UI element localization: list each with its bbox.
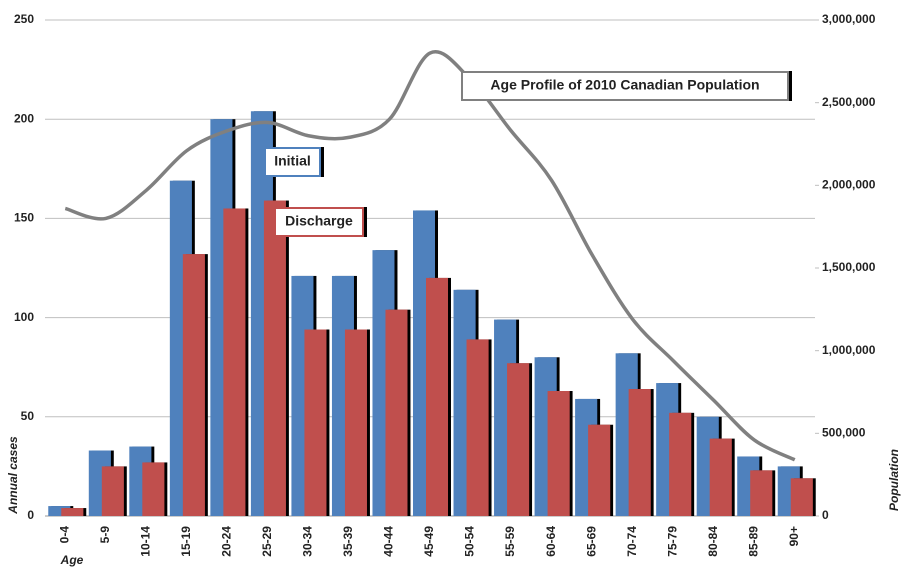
- x-tick-label: 5-9: [98, 526, 112, 544]
- legend-box: [264, 147, 321, 177]
- y-tick-label: 150: [14, 211, 34, 225]
- x-tick-label: 10-14: [138, 526, 152, 557]
- bar: [750, 470, 773, 516]
- population-line: [64, 50, 796, 462]
- y2-tick-label: 3,000,000: [822, 12, 876, 26]
- bar: [628, 389, 651, 516]
- bar: [182, 254, 205, 516]
- bar: [61, 508, 84, 516]
- x-tick-label: 60-64: [544, 526, 558, 557]
- x-tick-label: 50-54: [463, 526, 477, 557]
- bar: [547, 391, 570, 516]
- bar: [48, 506, 71, 516]
- x-tick-label: 40-44: [382, 526, 396, 557]
- x-tick-label: 85-89: [746, 526, 760, 557]
- legend-label: Initial: [274, 153, 311, 169]
- bar: [142, 462, 165, 516]
- y2-tick-label: 1,500,000: [822, 260, 876, 274]
- y2-tick-label: 2,500,000: [822, 95, 876, 109]
- x-tick-label: 70-74: [625, 526, 639, 557]
- bar: [223, 208, 246, 517]
- bar: [669, 412, 692, 516]
- bar: [385, 309, 408, 516]
- x-tick-label: 75-79: [665, 526, 679, 557]
- bar: [790, 478, 813, 516]
- plot-area: 0 50 100 150 200 250 0 500,000 1,000,000 1,500,00…: [6, 12, 901, 567]
- bar: [101, 466, 124, 516]
- x-tick-label: 90+: [787, 526, 801, 546]
- y-tick-label: 0: [27, 508, 34, 522]
- x-tick-label: 25-29: [260, 526, 274, 557]
- y2-tick-label: 2,000,000: [822, 178, 876, 192]
- y-tick-label: 200: [14, 111, 34, 125]
- bar: [507, 363, 530, 516]
- x-tick-label: 65-69: [584, 526, 598, 557]
- x-tick-label: 35-39: [341, 526, 355, 557]
- legend-label: Discharge: [285, 213, 353, 229]
- y-tick-label: 100: [14, 310, 34, 324]
- y2-tick-label: 1,000,000: [822, 343, 876, 357]
- x-tick-label: 15-19: [179, 526, 193, 557]
- x-tick-label: 55-59: [503, 526, 517, 557]
- x-tick-label: 80-84: [706, 526, 720, 557]
- bar: [466, 339, 489, 516]
- legend-label: Age Profile of 2010 Canadian Population: [490, 77, 759, 93]
- bar: [304, 329, 327, 516]
- x-axis-label: Age: [60, 553, 84, 567]
- bar: [709, 438, 732, 516]
- y-tick-label: 250: [14, 12, 34, 26]
- y-axis-label: Annual cases: [6, 436, 20, 515]
- x-tick-label: 45-49: [422, 526, 436, 557]
- bar: [426, 277, 448, 516]
- y2-tick-label: 0: [822, 508, 829, 522]
- legend-box: [274, 207, 364, 237]
- y-tick-label: 50: [21, 409, 35, 423]
- bar: [588, 424, 611, 516]
- y2-tick-label: 500,000: [822, 426, 866, 440]
- bar: [263, 200, 286, 516]
- x-tick-label: 20-24: [220, 526, 234, 557]
- y2-axis-label: Population: [887, 449, 901, 511]
- legend-box: [461, 71, 789, 101]
- bar: [344, 329, 367, 516]
- x-tick-label: 30-34: [301, 526, 315, 557]
- x-tick-label: 0-4: [57, 526, 71, 544]
